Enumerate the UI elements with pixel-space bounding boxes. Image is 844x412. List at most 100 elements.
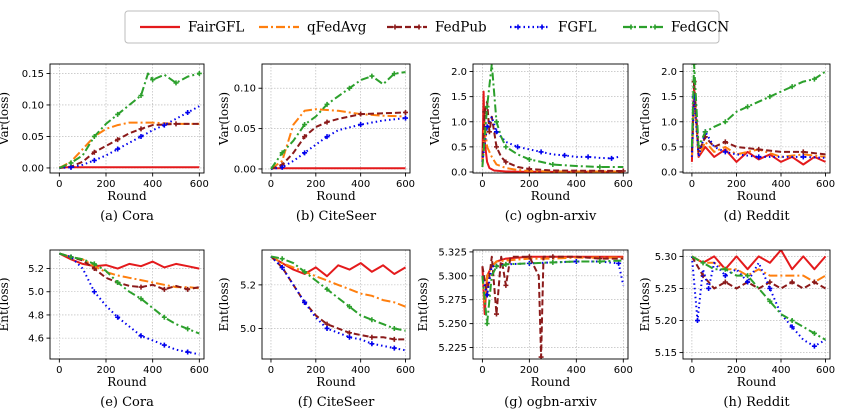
y-tick-label: 0.00: [22, 163, 44, 174]
y-axis-label: Ent(loss): [638, 277, 652, 331]
data-point-fedgcn: [68, 254, 74, 260]
x-tick-label: 600: [396, 365, 415, 376]
y-tick-label: 5.0: [28, 287, 44, 298]
data-point-fedgcn: [597, 258, 603, 264]
y-axis-label: Ent(loss): [416, 277, 430, 331]
data-point-fedgcn: [484, 104, 490, 110]
y-tick-label: 5.250: [438, 319, 467, 330]
x-tick-label: 0: [56, 179, 62, 190]
data-point-fedpub: [503, 159, 509, 165]
series-line-fedpub: [59, 252, 200, 291]
data-point-fgfl: [302, 299, 308, 305]
x-tick-label: 600: [816, 179, 835, 190]
y-axis-label: Var(loss): [428, 92, 442, 146]
x-axis-label: Round: [316, 189, 356, 203]
y-axis-label: Var(loss): [0, 92, 11, 146]
data-point-fgfl: [484, 124, 490, 130]
x-tick-label: 600: [614, 365, 633, 376]
panel-caption: (f) CiteSeer: [298, 395, 375, 410]
data-point-fedpub: [346, 330, 352, 336]
series-line-fairgfl: [690, 85, 826, 166]
data-point-fedpub: [767, 279, 773, 285]
y-tick-label: 0.0: [661, 167, 677, 178]
x-tick-label: 400: [143, 365, 162, 376]
data-point-fedpub: [302, 134, 308, 140]
panel-g-ogbn-arxiv: 0 200 400 600 5.225 5.250 5.275 5.300 5.325 Round…: [416, 247, 633, 410]
data-point-fedgcn: [767, 298, 773, 304]
series-line-fedpub: [481, 255, 624, 359]
series-line-fedgcn: [59, 252, 200, 335]
x-tick-label: 200: [520, 179, 539, 190]
data-point-fedgcn: [391, 325, 397, 331]
x-tick-label: 600: [614, 179, 633, 190]
data-point-fedgcn: [789, 84, 795, 90]
data-point-fedpub: [550, 254, 556, 260]
data-point-fedgcn: [526, 156, 532, 162]
data-point-fedpub: [185, 286, 191, 292]
data-point-fedgcn: [115, 279, 121, 285]
data-point-fgfl: [302, 150, 308, 156]
y-tick-label: 0.10: [234, 84, 256, 95]
data-point-fedgcn: [493, 263, 499, 269]
legend-marker: [392, 24, 398, 30]
data-point-fedpub: [91, 149, 97, 155]
x-tick-label: 0: [56, 365, 62, 376]
y-tick-label: 0.05: [234, 124, 256, 135]
data-point-fedgcn: [324, 101, 330, 107]
data-point-fgfl: [161, 122, 167, 128]
data-point-fgfl: [694, 318, 700, 324]
y-axis-label: Ent(loss): [0, 277, 11, 331]
data-point-fgfl: [767, 285, 773, 291]
data-point-fedgcn: [484, 321, 490, 327]
series-line-fgfl: [270, 117, 406, 170]
data-point-fgfl: [369, 341, 375, 347]
legend-frame: [124, 10, 720, 44]
panel-caption: (g) ogbn-arxiv: [504, 395, 597, 410]
data-point-fedgcn: [91, 261, 97, 267]
data-point-fgfl: [756, 154, 762, 160]
panels: 0 200 400 6000.000.050.100.15RoundVar(loss)…: [0, 63, 835, 410]
series-line-fedgcn: [270, 71, 406, 170]
x-tick-label: 400: [567, 179, 586, 190]
panel-b-citeseer: 0 200 400 600 0.00 0.05 0.10 Round Var(loss) (b) …: [217, 63, 415, 224]
data-point-fgfl: [745, 279, 751, 285]
data-point-fedgcn: [115, 111, 121, 117]
data-point-fedpub: [526, 166, 532, 172]
data-point-fedgcn: [722, 119, 728, 125]
x-tick-label: 400: [771, 179, 790, 190]
data-point-fedpub: [722, 279, 728, 285]
y-tick-label: 5.2: [240, 280, 256, 291]
y-tick-label: 5.20: [655, 316, 677, 327]
data-point-fedgcn: [503, 144, 509, 150]
data-point-fgfl: [493, 129, 499, 135]
data-point-fedgcn: [767, 94, 773, 100]
data-point-fedgcn: [369, 317, 375, 323]
data-point-fgfl: [324, 134, 330, 140]
data-point-fedpub: [403, 109, 409, 115]
y-axis-label: Var(loss): [638, 92, 652, 146]
data-point-fedgcn: [302, 269, 308, 275]
y-tick-label: 0.0: [451, 167, 467, 178]
series-line-fairgfl: [58, 252, 200, 270]
legend-marker: [539, 24, 545, 30]
data-point-fgfl: [800, 154, 806, 160]
data-point-fedgcn: [324, 286, 330, 292]
data-point-fedgcn: [346, 85, 352, 91]
panel-d-reddit: 0 200 400 600 0.0 0.5 1.0 1.5 2.0 Round Var(loss) (…: [638, 63, 835, 224]
x-tick-label: 0: [689, 179, 695, 190]
x-tick-label: 600: [816, 365, 835, 376]
x-tick-label: 400: [771, 365, 790, 376]
data-point-fgfl: [403, 115, 409, 121]
x-tick-label: 0: [268, 179, 274, 190]
series-line-qfedavg: [270, 255, 406, 308]
panel-caption: (h) Reddit: [723, 395, 790, 410]
legend-label-fgfl: FGFL: [558, 20, 597, 36]
data-point-fedgcn: [346, 304, 352, 310]
data-point-fgfl: [91, 157, 97, 163]
data-point-fgfl: [585, 154, 591, 160]
series-line-fgfl: [690, 256, 826, 348]
legend-entry-fgfl: FGFL: [510, 20, 597, 36]
series-line-fedgcn: [481, 64, 624, 168]
series-line-qfedavg: [690, 90, 826, 158]
